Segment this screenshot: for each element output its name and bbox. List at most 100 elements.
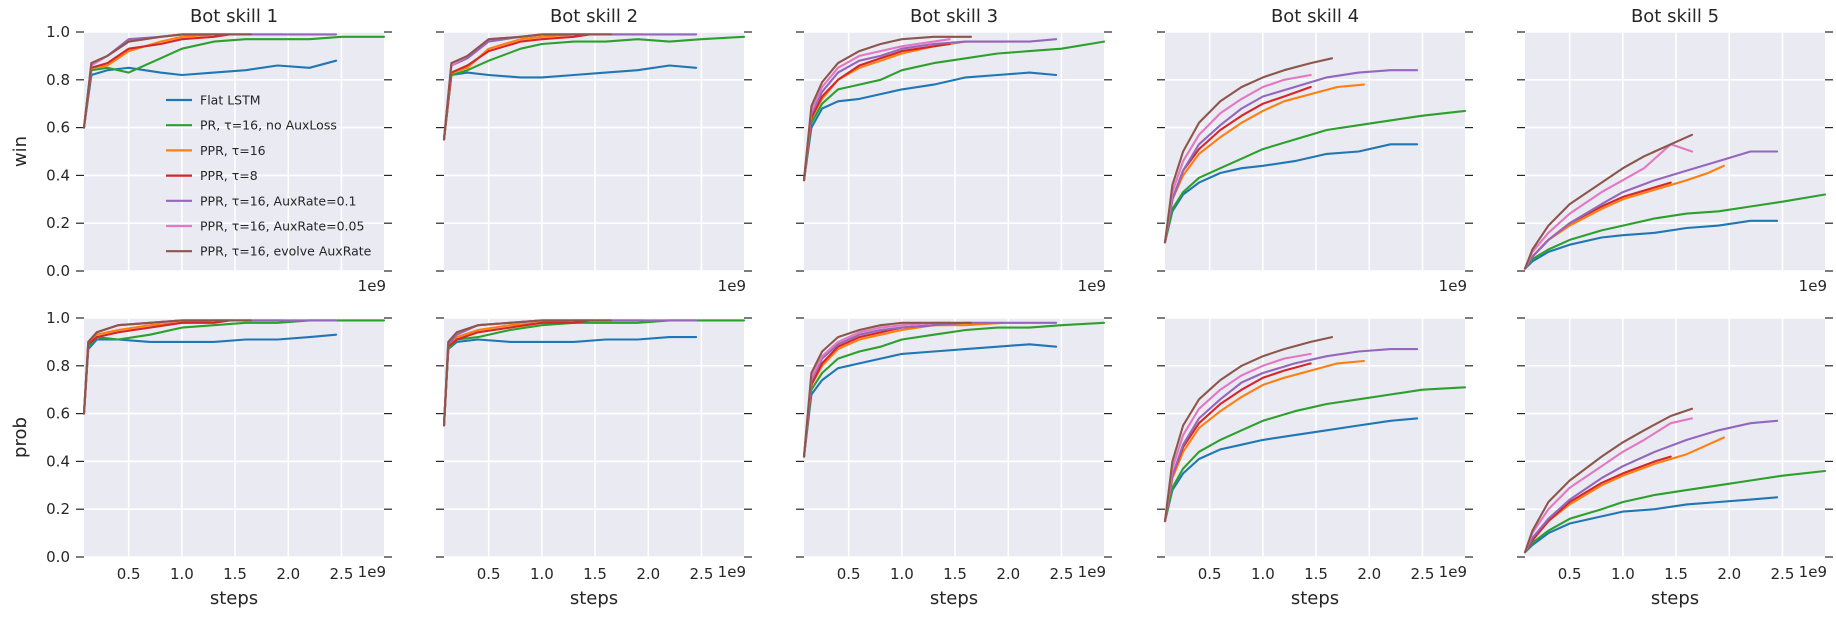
series-line: [1523, 417, 1694, 554]
series-line: [82, 319, 253, 415]
x-tick-label: 0.5: [837, 565, 861, 583]
series-line: [82, 319, 231, 415]
plot-area: [444, 318, 744, 557]
series-line: [82, 35, 386, 129]
subplot-r1-c3: 1e9 Bot skill 3: [796, 6, 1112, 295]
x-tick-label: 0.5: [117, 565, 141, 583]
y-tick-label: 0.4: [46, 166, 70, 184]
series-line: [1163, 336, 1334, 523]
legend-label: PPR, τ=16, AuxRate=0.05: [200, 219, 364, 234]
series-line: [1163, 386, 1467, 523]
series-line: [1163, 109, 1467, 244]
series-line: [802, 35, 973, 182]
series-line: [82, 333, 338, 415]
x-axis-label: steps: [210, 588, 258, 609]
x-offset-text: 1e9: [1799, 277, 1827, 295]
subplot-r2-c5: 0.5 1.0 1.5 2.0 2.5 1e9 steps: [1517, 317, 1833, 609]
x-offset-text: 1e9: [718, 277, 746, 295]
y-tick-label: 0.6: [46, 405, 70, 423]
subplot-r1-c5: 1e9 Bot skill 5: [1517, 6, 1833, 295]
series-line: [1523, 407, 1694, 554]
series-line: [802, 321, 1106, 458]
subplot-title: Bot skill 5: [1631, 6, 1719, 27]
plot-area: [804, 318, 1104, 557]
x-offset-text: 1e9: [1439, 277, 1467, 295]
series-line: [802, 321, 973, 458]
legend-label: PR, τ=16, no AuxLoss: [200, 118, 337, 133]
x-offset-text: 1e9: [718, 563, 746, 581]
x-tick-label: 1.5: [223, 565, 247, 583]
series-line: [442, 319, 613, 427]
x-tick-label: 1.5: [943, 565, 967, 583]
x-tick-label: 2.0: [636, 565, 660, 583]
legend-label: PPR, τ=16, AuxRate=0.1: [200, 193, 356, 208]
series-line: [802, 42, 951, 182]
series-line: [802, 38, 1058, 182]
series-line: [82, 59, 338, 129]
series-line: [1523, 219, 1779, 270]
series-line: [1163, 69, 1419, 244]
y-tick-label: 0.8: [46, 71, 70, 89]
y-tick-label: 0.0: [46, 262, 70, 280]
y-tick-label: 0.4: [46, 452, 70, 470]
x-tick-label: 0.5: [477, 565, 501, 583]
series-line: [1523, 143, 1694, 270]
x-tick-label: 1.0: [890, 565, 914, 583]
series-line: [1523, 496, 1779, 554]
x-offset-text: 1e9: [358, 277, 386, 295]
series-line: [442, 64, 698, 141]
y-tick-label: 0.0: [46, 548, 70, 566]
series-line: [1523, 133, 1694, 270]
x-axis-label: steps: [1651, 588, 1699, 609]
series-line: [1523, 419, 1779, 554]
subplot-title: Bot skill 4: [1271, 6, 1359, 27]
series-line: [442, 336, 698, 427]
x-offset-text: 1e9: [1799, 563, 1827, 581]
legend: Flat LSTM PR, τ=16, no AuxLoss PPR, τ=16 PP…: [166, 93, 372, 259]
subplot-title: Bot skill 2: [550, 6, 638, 27]
y-axis-label: win: [10, 136, 31, 167]
x-axis-label: steps: [570, 588, 618, 609]
series-line: [1163, 83, 1365, 244]
series-line: [1523, 193, 1827, 270]
y-tick-label: 1.0: [46, 309, 70, 327]
series-line: [442, 33, 613, 141]
y-tick-label: 0.2: [46, 500, 70, 518]
x-tick-label: 1.0: [170, 565, 194, 583]
legend-label: PPR, τ=16: [200, 143, 266, 158]
legend-label: PPR, τ=16, evolve AuxRate: [200, 244, 372, 259]
series-line: [1163, 352, 1312, 523]
subplot-r2-c2: 0.5 1.0 1.5 2.0 2.5 1e9 steps: [436, 317, 752, 609]
x-tick-label: 2.5: [1411, 565, 1435, 583]
plot-area: [444, 32, 744, 271]
y-tick-label: 0.6: [46, 119, 70, 137]
subplot-r2-c3: 0.5 1.0 1.5 2.0 2.5 1e9 steps: [796, 317, 1112, 609]
legend-label: PPR, τ=8: [200, 168, 258, 183]
y-axis-label: prob: [10, 417, 31, 458]
x-tick-label: 0.5: [1558, 565, 1582, 583]
legend-label: Flat LSTM: [200, 93, 261, 108]
x-tick-label: 1.0: [530, 565, 554, 583]
x-tick-label: 2.5: [1050, 565, 1074, 583]
subplot-r1-c1: 0.0 0.2 0.4 0.6 0.8 1.0 1e9 Bot skill 1 win Flat …: [10, 6, 392, 295]
x-tick-label: 2.0: [276, 565, 300, 583]
subplot-r1-c4: 1e9 Bot skill 4: [1157, 6, 1473, 295]
plot-area: [1165, 32, 1465, 271]
y-tick-label: 1.0: [46, 23, 70, 41]
subplot-r2-c4: 0.5 1.0 1.5 2.0 2.5 1e9 steps: [1157, 317, 1473, 609]
series-line: [442, 33, 591, 141]
x-axis-label: steps: [1291, 588, 1339, 609]
series-line: [1523, 469, 1827, 554]
x-tick-label: 1.5: [1304, 565, 1328, 583]
x-tick-label: 0.5: [1198, 565, 1222, 583]
y-tick-label: 0.8: [46, 357, 70, 375]
x-axis-label: steps: [930, 588, 978, 609]
subplot-title: Bot skill 3: [910, 6, 998, 27]
series-line: [82, 33, 253, 129]
series-line: [1523, 455, 1672, 554]
x-tick-label: 2.0: [1357, 565, 1381, 583]
x-offset-text: 1e9: [358, 563, 386, 581]
series-line: [82, 33, 231, 129]
series-line: [802, 38, 951, 182]
